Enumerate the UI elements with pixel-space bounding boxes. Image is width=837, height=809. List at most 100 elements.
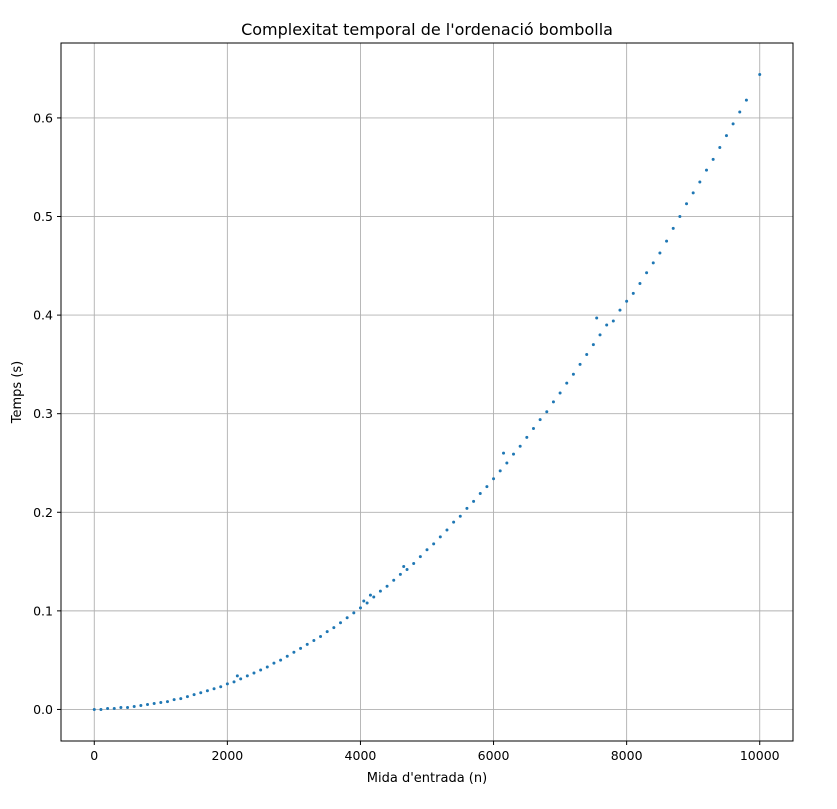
scatter-point bbox=[272, 661, 276, 665]
scatter-point bbox=[698, 180, 702, 184]
scatter-point bbox=[565, 381, 569, 385]
scatter-point bbox=[525, 435, 529, 439]
scatter-point bbox=[185, 695, 189, 699]
scatter-point bbox=[578, 362, 582, 366]
scatter-point bbox=[362, 599, 366, 603]
scatter-point bbox=[545, 410, 549, 414]
x-tick-label: 6000 bbox=[478, 748, 510, 763]
scatter-point bbox=[412, 562, 416, 566]
scatter-point bbox=[704, 168, 708, 172]
scatter-point bbox=[452, 520, 456, 524]
data-points bbox=[92, 73, 762, 711]
scatter-point bbox=[558, 391, 562, 395]
plot-area bbox=[60, 42, 794, 742]
scatter-point bbox=[718, 146, 722, 150]
y-tick-label: 0.2 bbox=[33, 505, 53, 520]
scatter-point bbox=[368, 593, 372, 597]
scatter-point bbox=[671, 226, 675, 230]
scatter-point bbox=[398, 572, 402, 576]
scatter-point bbox=[192, 693, 196, 697]
scatter-point bbox=[498, 469, 502, 473]
scatter-point bbox=[199, 691, 203, 695]
scatter-point bbox=[731, 122, 735, 126]
scatter-point bbox=[618, 308, 622, 312]
scatter-point bbox=[205, 689, 209, 693]
scatter-point bbox=[605, 323, 609, 327]
scatter-point bbox=[758, 73, 762, 77]
scatter-point bbox=[685, 202, 689, 206]
scatter-point bbox=[165, 700, 169, 704]
y-tick-label: 0.4 bbox=[33, 308, 53, 323]
scatter-point bbox=[492, 477, 496, 481]
scatter-point bbox=[159, 701, 163, 705]
scatter-point bbox=[106, 706, 110, 710]
scatter-point bbox=[678, 215, 682, 219]
scatter-point bbox=[425, 548, 429, 552]
scatter-point bbox=[458, 514, 462, 518]
scatter-point bbox=[235, 674, 239, 678]
scatter-point bbox=[385, 584, 389, 588]
scatter-point bbox=[518, 444, 522, 448]
scatter-point bbox=[352, 611, 356, 615]
scatter-point bbox=[252, 671, 256, 675]
scatter-point bbox=[445, 528, 449, 532]
scatter-point bbox=[438, 535, 442, 539]
scatter-point bbox=[179, 697, 183, 701]
scatter-point bbox=[538, 418, 542, 422]
scatter-point bbox=[531, 426, 535, 430]
scatter-point bbox=[651, 261, 655, 265]
scatter-point bbox=[292, 650, 296, 654]
scatter-point bbox=[325, 630, 329, 634]
scatter-point bbox=[119, 705, 123, 709]
scatter-point bbox=[345, 616, 349, 620]
scatter-point bbox=[112, 706, 116, 710]
scatter-point bbox=[472, 499, 476, 503]
chart-title: Complexitat temporal de l'ordenació bomb… bbox=[241, 20, 613, 39]
scatter-point bbox=[378, 589, 382, 593]
x-tick-label: 0 bbox=[90, 748, 98, 763]
scatter-point bbox=[279, 658, 283, 662]
scatter-point bbox=[631, 291, 635, 295]
x-tick-label: 2000 bbox=[211, 748, 243, 763]
scatter-point bbox=[172, 698, 176, 702]
scatter-point bbox=[638, 282, 642, 286]
scatter-point bbox=[645, 271, 649, 275]
scatter-point bbox=[99, 707, 103, 711]
scatter-point bbox=[665, 239, 669, 243]
y-tick-label: 0.6 bbox=[33, 110, 53, 125]
scatter-point bbox=[744, 98, 748, 102]
scatter-point bbox=[146, 703, 150, 707]
scatter-point bbox=[245, 674, 249, 678]
scatter-point bbox=[139, 704, 143, 708]
y-axis-label: Temps (s) bbox=[10, 361, 25, 424]
x-tick-label: 10000 bbox=[740, 748, 780, 763]
scatter-point bbox=[485, 485, 489, 489]
scatter-point bbox=[585, 353, 589, 357]
scatter-point bbox=[711, 157, 715, 161]
scatter-point bbox=[595, 316, 599, 320]
scatter-point bbox=[598, 333, 602, 337]
scatter-point bbox=[405, 567, 409, 571]
scatter-point bbox=[239, 677, 243, 681]
scatter-point bbox=[92, 707, 96, 711]
scatter-point bbox=[365, 601, 369, 605]
scatter-point bbox=[571, 372, 575, 376]
scatter-point bbox=[432, 542, 436, 546]
x-tick-label: 4000 bbox=[345, 748, 377, 763]
scatter-point bbox=[132, 704, 136, 708]
scatter-point bbox=[502, 451, 506, 455]
scatter-point bbox=[611, 319, 615, 323]
x-tick-label: 8000 bbox=[611, 748, 643, 763]
scatter-point bbox=[299, 646, 303, 650]
scatter-point bbox=[152, 702, 156, 706]
scatter-point bbox=[358, 606, 362, 610]
scatter-point bbox=[225, 682, 229, 686]
scatter-point bbox=[724, 134, 728, 138]
scatter-point bbox=[212, 687, 216, 691]
x-axis-label: Mida d'entrada (n) bbox=[367, 771, 487, 786]
scatter-point bbox=[265, 665, 269, 669]
scatter-point bbox=[319, 634, 323, 638]
y-tick-label: 0.1 bbox=[33, 603, 53, 618]
scatter-point bbox=[478, 492, 482, 496]
